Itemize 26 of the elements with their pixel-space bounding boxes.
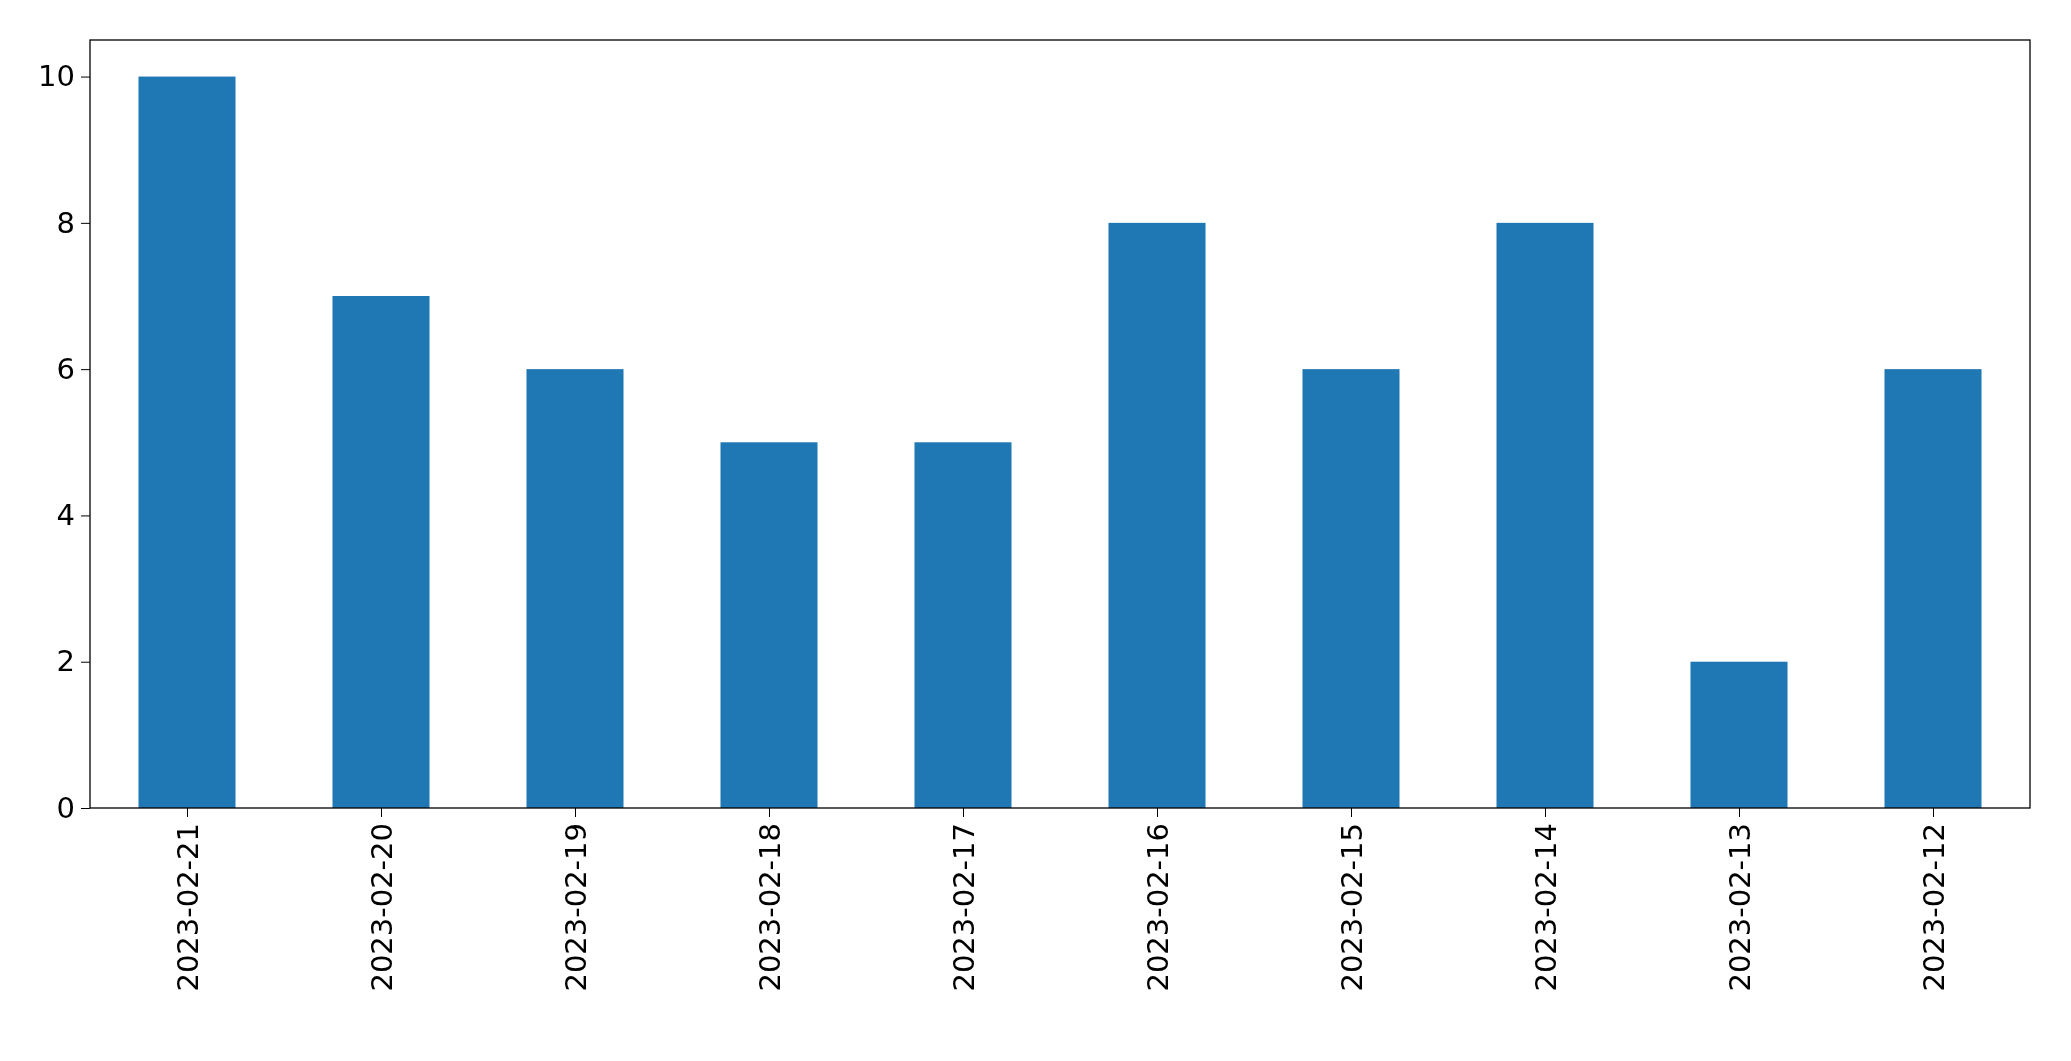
x-tick-label: 2023-02-13: [1722, 823, 1757, 992]
y-tick-label: 8: [56, 205, 75, 240]
bar: [1108, 222, 1206, 808]
x-tick-label: 2023-02-16: [1140, 823, 1175, 992]
x-tick-label: 2023-02-15: [1334, 823, 1369, 992]
bar: [1302, 369, 1400, 808]
bar: [526, 369, 624, 808]
x-tick-label: 2023-02-20: [364, 823, 399, 992]
x-tick-label: 2023-02-18: [752, 823, 787, 992]
bar: [332, 296, 430, 808]
bar: [138, 76, 236, 808]
y-tick-label: 4: [56, 498, 75, 533]
x-tick-label: 2023-02-12: [1916, 823, 1951, 992]
x-tick-label: 2023-02-19: [558, 823, 593, 992]
bar: [1690, 661, 1788, 808]
y-tick-label: 0: [56, 790, 75, 825]
bar: [720, 442, 818, 808]
x-tick-label: 2023-02-14: [1528, 823, 1563, 992]
bar: [1496, 222, 1594, 808]
y-tick-label: 6: [56, 351, 75, 386]
bar: [1884, 369, 1982, 808]
x-tick-label: 2023-02-17: [946, 823, 981, 992]
x-tick-label: 2023-02-21: [170, 823, 205, 992]
y-tick-label: 10: [38, 59, 75, 94]
y-tick-label: 2: [56, 644, 75, 679]
bar: [914, 442, 1012, 808]
